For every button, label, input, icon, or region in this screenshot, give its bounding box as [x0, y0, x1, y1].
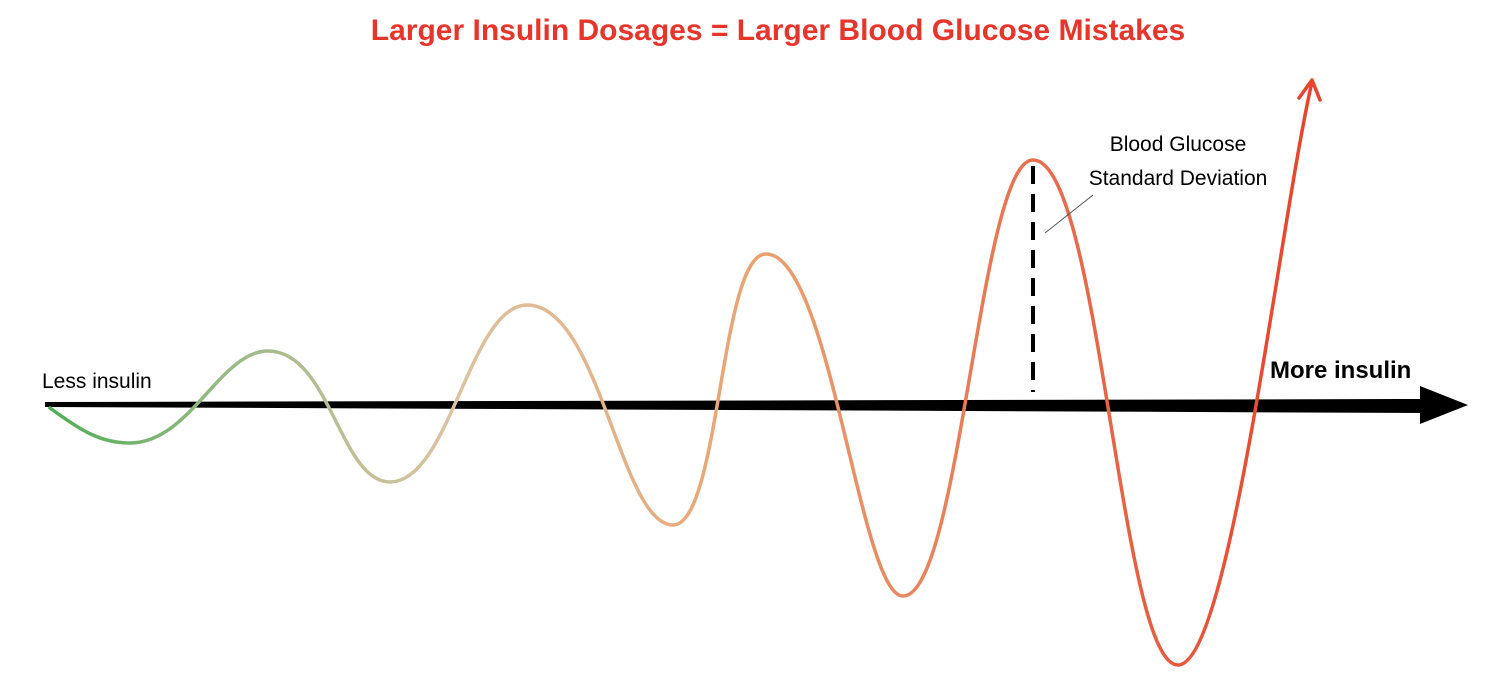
wave-arrowhead	[1297, 78, 1322, 102]
annotation-line: Blood Glucose	[1110, 133, 1247, 156]
right-label: More insulin	[1270, 357, 1411, 384]
left-label: Less insulin	[42, 370, 152, 393]
glucose-wave	[48, 80, 1314, 667]
axis-line	[45, 399, 1425, 413]
title: Larger Insulin Dosages = Larger Blood Gl…	[371, 14, 1185, 47]
leader-line	[1044, 194, 1094, 234]
axis-arrowhead	[1420, 386, 1468, 424]
annotation-line: Standard Deviation	[1089, 167, 1268, 190]
